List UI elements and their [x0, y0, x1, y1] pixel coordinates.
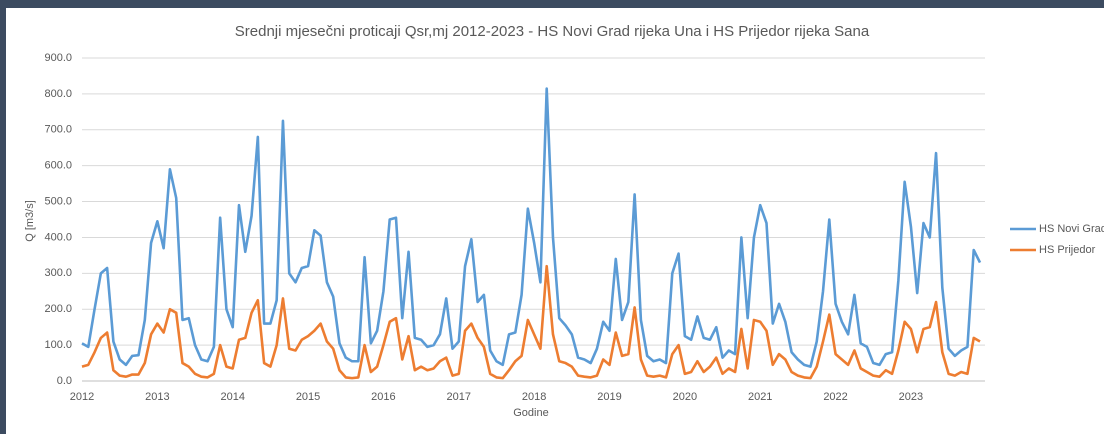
legend-label: HS Prijedor	[1039, 244, 1096, 256]
y-tick-label: 400.0	[44, 231, 72, 243]
legend-label: HS Novi Grad	[1039, 223, 1104, 235]
x-tick-label: 2015	[296, 391, 320, 403]
y-tick-label: 600.0	[44, 160, 72, 172]
chart-title: Srednji mjesečni proticaji Qsr,mj 2012-2…	[235, 23, 870, 40]
x-tick-label: 2017	[447, 391, 471, 403]
y-tick-label: 800.0	[44, 88, 72, 100]
y-axis-label: Q [m3/s]	[24, 200, 36, 242]
x-tick-label: 2012	[70, 391, 94, 403]
x-tick-label: 2019	[597, 391, 621, 403]
y-tick-label: 200.0	[44, 303, 72, 315]
x-tick-label: 2016	[371, 391, 395, 403]
x-tick-label: 2023	[899, 391, 923, 403]
y-tick-label: 300.0	[44, 267, 72, 279]
y-tick-label: 500.0	[44, 195, 72, 207]
y-tick-label: 0.0	[57, 375, 72, 387]
y-tick-label: 100.0	[44, 339, 72, 351]
y-tick-label: 700.0	[44, 124, 72, 136]
x-tick-label: 2013	[145, 391, 169, 403]
x-tick-label: 2021	[748, 391, 772, 403]
series-line	[81, 87, 982, 368]
x-axis-label: Godine	[513, 407, 548, 419]
x-tick-label: 2018	[522, 391, 546, 403]
series-line	[81, 264, 981, 380]
x-tick-label: 2022	[823, 391, 847, 403]
x-tick-label: 2014	[220, 391, 244, 403]
x-tick-label: 2020	[673, 391, 697, 403]
y-tick-label: 900.0	[44, 52, 72, 64]
chart: Srednji mjesečni proticaji Qsr,mj 2012-2…	[6, 8, 1104, 434]
